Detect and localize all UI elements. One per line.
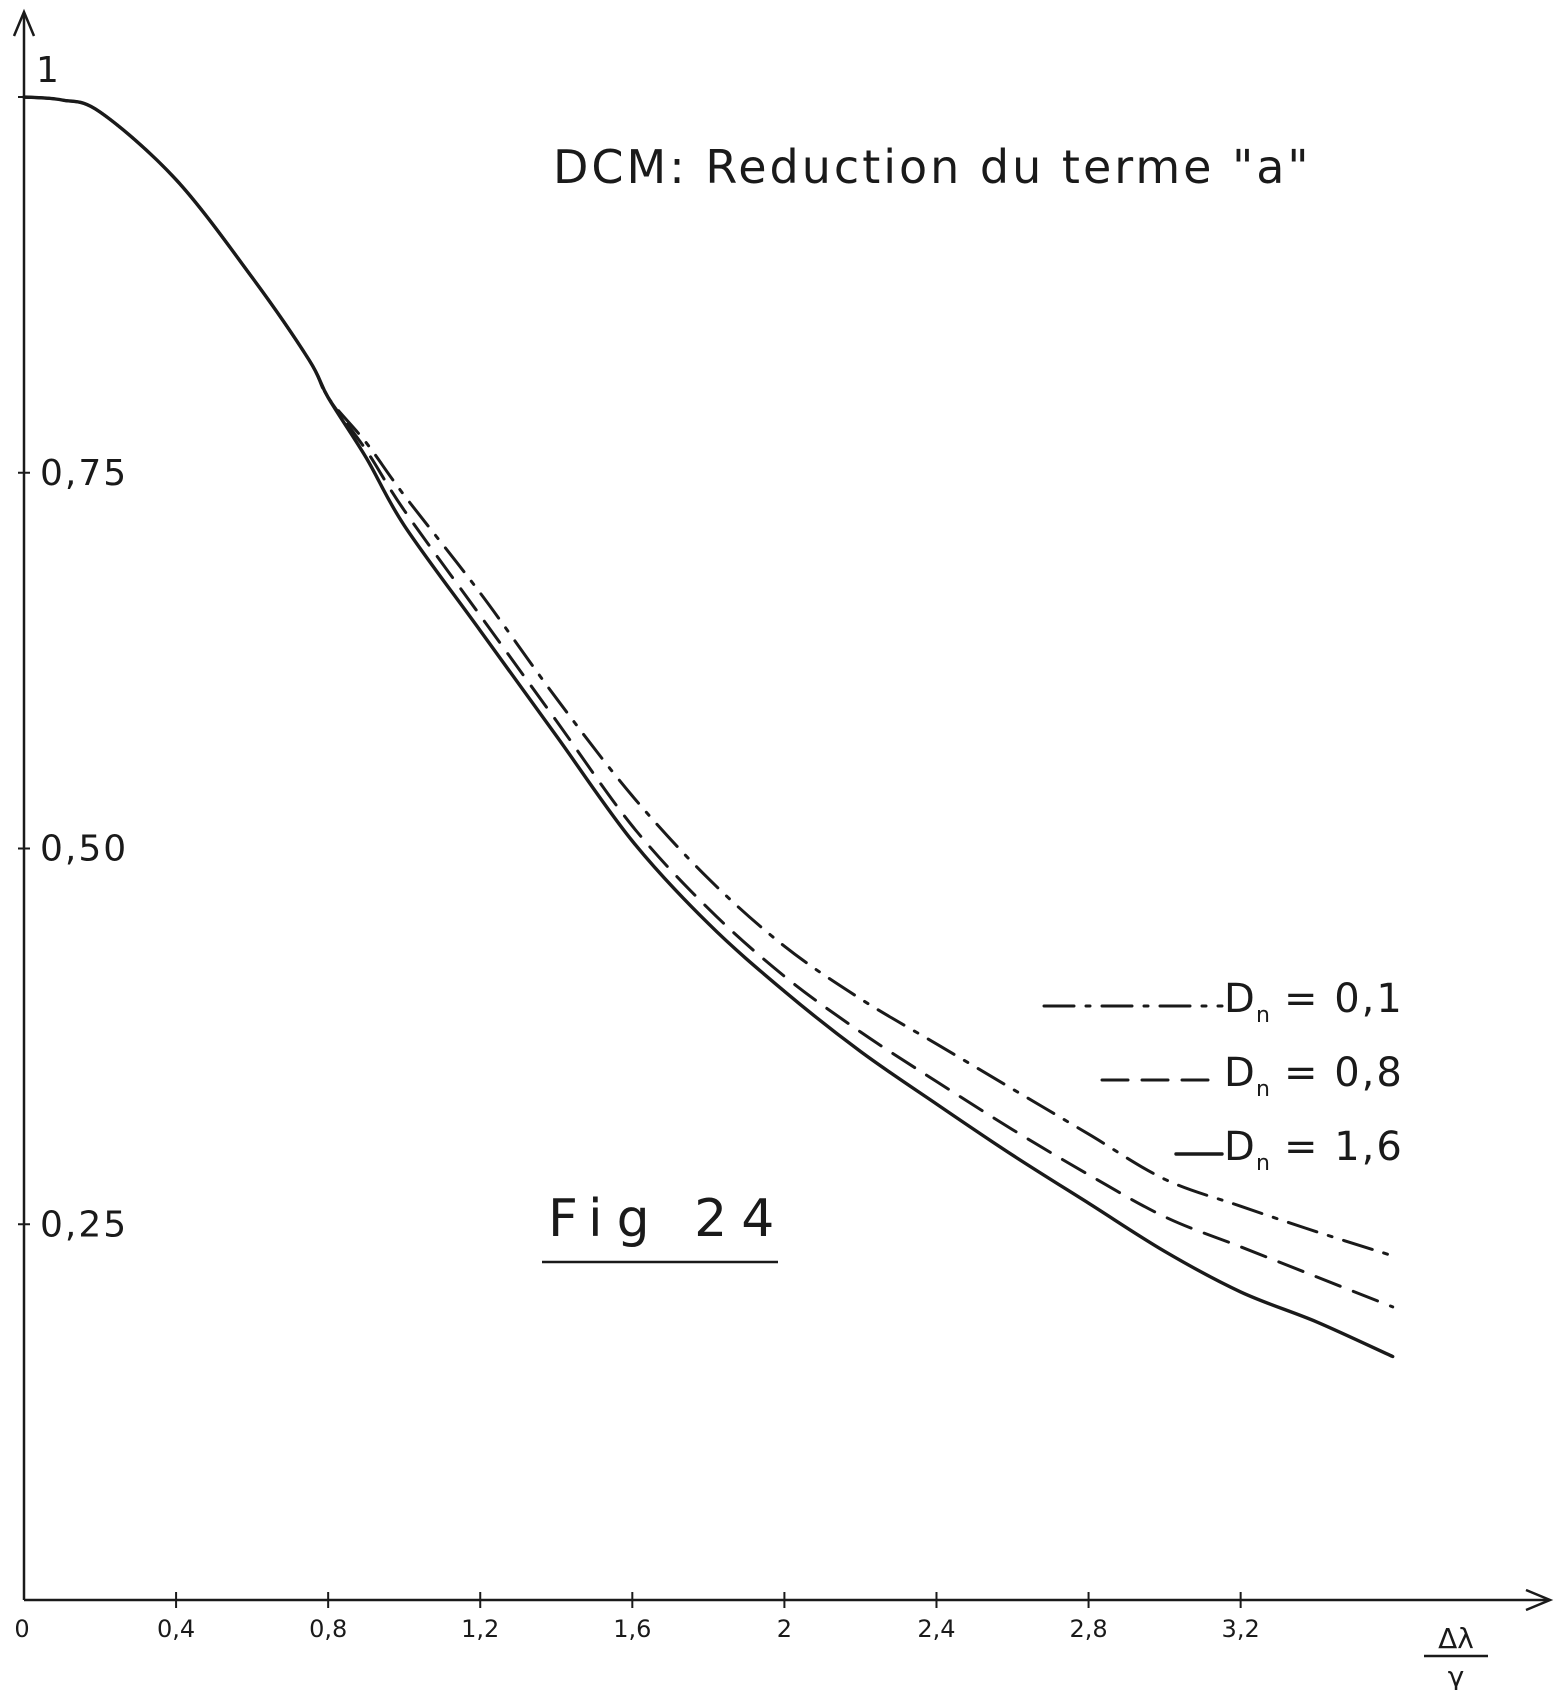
y-tick-label: 0,25	[40, 1204, 128, 1245]
x-tick-label: 0,4	[157, 1615, 195, 1643]
x-tick-label: 0,8	[309, 1615, 347, 1643]
legend-label-subscript: n	[1256, 1151, 1270, 1176]
x-tick-label: 3,2	[1222, 1615, 1260, 1643]
x-axis-arrow	[1525, 1588, 1554, 1612]
y-axis-arrow	[12, 8, 36, 37]
y-ticks: 1 0,75 0,50 0,25	[18, 50, 128, 1245]
x-tick-label: 1,2	[461, 1615, 499, 1643]
legend-value: = 1,6	[1284, 1124, 1404, 1170]
legend-label: D	[1224, 976, 1257, 1022]
y-tick-label: 0,50	[40, 829, 128, 870]
y-tick-label: 0,75	[40, 453, 128, 494]
x-axis-label-numerator: Δλ	[1438, 1622, 1474, 1655]
x-tick-label: 0	[14, 1615, 29, 1643]
figure-label: Fig 24	[548, 1189, 788, 1249]
x-ticks: 0 0,4 0,8 1,2 1,6 2 2,4 2,8 3,2	[14, 1592, 1260, 1643]
series-line-dashdot	[22, 95, 1395, 1258]
legend-label-subscript: n	[1256, 1003, 1270, 1028]
series-lines	[22, 95, 1395, 1359]
legend-value: = 0,8	[1284, 1050, 1404, 1096]
legend-label-subscript: n	[1256, 1077, 1270, 1102]
x-axis-label: Δλ γ	[1424, 1622, 1488, 1690]
x-tick-label: 2,8	[1069, 1615, 1107, 1643]
legend-label: D	[1224, 1050, 1257, 1096]
axes	[12, 8, 1554, 1612]
x-tick-label: 2,4	[917, 1615, 955, 1643]
legend-value: = 0,1	[1284, 976, 1404, 1022]
series-line-dashed	[22, 95, 1395, 1309]
y-tick-label: 1	[36, 50, 61, 91]
series-line-solid	[22, 95, 1395, 1359]
legend-label: D	[1224, 1124, 1257, 1170]
chart-title: DCM: Reduction du terme "a"	[553, 140, 1312, 194]
x-tick-label: 1,6	[613, 1615, 651, 1643]
x-axis-label-denominator: γ	[1448, 1660, 1465, 1690]
x-tick-label: 2	[777, 1615, 792, 1643]
